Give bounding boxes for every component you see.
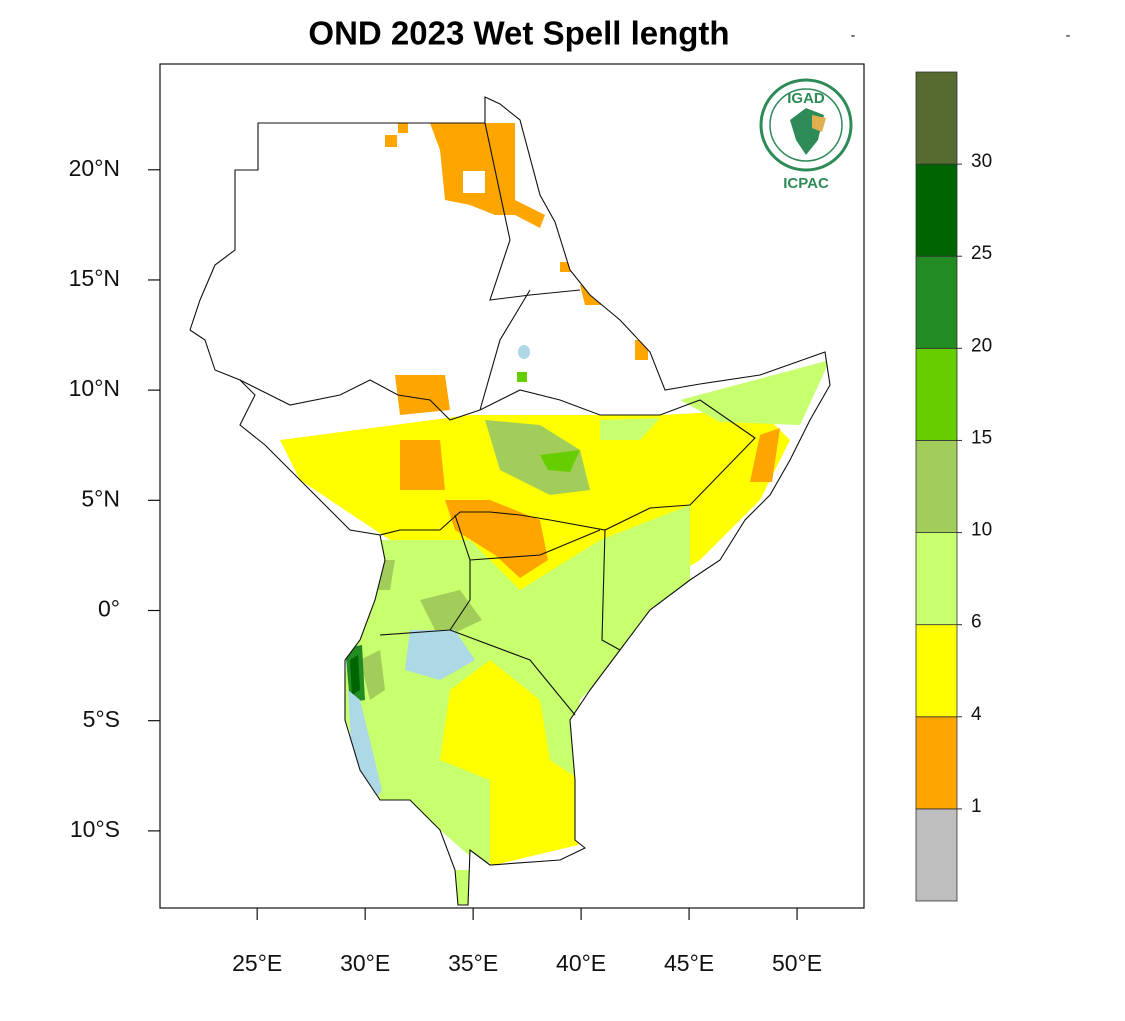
country-border: [379, 122, 621, 716]
colorbar-label: 30: [971, 151, 992, 172]
class-area: [680, 360, 830, 425]
y-tick-label: 0°: [98, 596, 120, 622]
colorbar-box: [915, 71, 958, 165]
class-area: [517, 372, 527, 382]
logo-title: IGAD: [787, 90, 825, 107]
class-area: [385, 135, 397, 147]
y-tick-label: 5°S: [83, 706, 120, 732]
colorbar-box: [915, 440, 958, 533]
class-area: [560, 262, 648, 360]
class-area: [400, 440, 445, 490]
y-tick-label: 10°N: [69, 375, 120, 401]
class-area: [750, 428, 780, 482]
class-area: [445, 500, 548, 578]
lake: [405, 630, 475, 680]
y-tick-label: 15°N: [69, 265, 120, 291]
colorbar-box: [915, 532, 958, 626]
y-tick-label: 5°N: [81, 485, 120, 511]
colorbar-box: [915, 808, 958, 902]
country-border: [239, 379, 756, 536]
x-tick-label: 45°E: [664, 950, 714, 976]
x-tick-label: 40°E: [556, 950, 606, 976]
colorbar-label: 1: [971, 796, 982, 817]
logo-ring: [769, 88, 843, 162]
class-area: [350, 655, 360, 695]
logo: IGAD ICPAC: [759, 78, 853, 192]
class-area: [340, 418, 690, 865]
colorbar-box: [915, 255, 958, 349]
colorbar-box: [915, 163, 958, 257]
class-area: [430, 123, 545, 228]
class-area: [540, 450, 580, 472]
colorbar-box: [915, 624, 958, 718]
header-mark: -: [851, 27, 856, 43]
x-tick-label: 50°E: [772, 950, 822, 976]
class-area: [395, 375, 450, 415]
x-tick-label: 30°E: [340, 950, 390, 976]
logo-emblem: [812, 115, 826, 132]
colorbar-label: 6: [971, 612, 982, 633]
lake: [518, 345, 530, 359]
y-tick-label: 10°S: [70, 816, 120, 842]
colorbar-box: [915, 716, 958, 810]
colorbar-box: [915, 347, 958, 441]
map-title: OND 2023 Wet Spell length: [308, 15, 729, 52]
colorbar-label: 10: [971, 520, 992, 541]
colorbar-label: 15: [971, 427, 992, 448]
y-tick-label: 20°N: [69, 155, 120, 181]
logo-subtitle: ICPAC: [783, 175, 829, 192]
class-area: [398, 123, 408, 133]
colorbar-label: 20: [971, 335, 992, 356]
class-area: [440, 660, 580, 866]
class-area: [485, 420, 590, 495]
x-tick-label: 35°E: [448, 950, 498, 976]
lake: [348, 690, 382, 800]
colorbar-label: 4: [971, 704, 982, 725]
field-layers: [280, 123, 830, 905]
colorbar-label: 25: [971, 243, 992, 264]
class-area: [360, 560, 482, 700]
x-tick-label: 25°E: [232, 950, 282, 976]
header-mark: -: [1066, 27, 1071, 43]
class-area: [463, 171, 485, 193]
